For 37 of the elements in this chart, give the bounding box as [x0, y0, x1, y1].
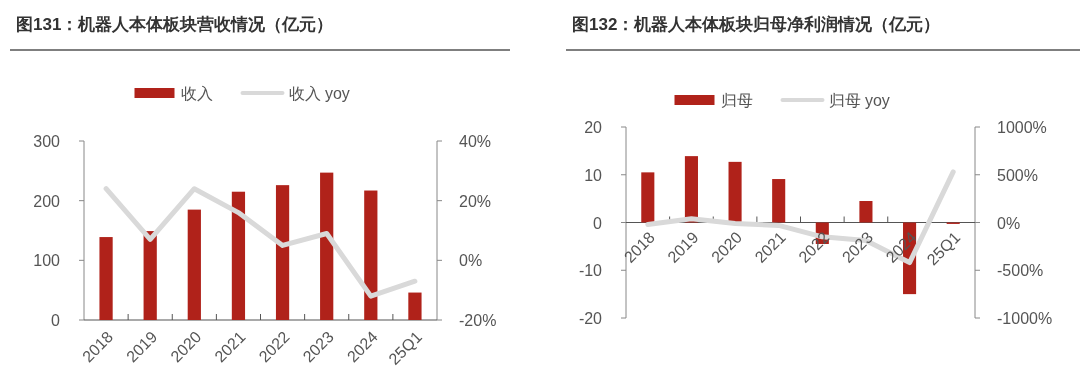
y-tick-label: -20 — [578, 310, 603, 327]
legend-label: 收入 — [180, 85, 213, 102]
y-tick-label: -10 — [578, 262, 603, 280]
legend-label: 归母 — [720, 92, 753, 109]
y-tick-label: 0 — [593, 214, 603, 232]
y2-tick-label: 500% — [997, 166, 1038, 184]
legend-label: 归母 yoy — [828, 92, 890, 109]
bar — [231, 191, 246, 320]
chart-title: 图132：机器人本体板块归母净利润情况（亿元） — [572, 15, 941, 34]
y2-tick-label: 0% — [459, 252, 483, 270]
y-tick-label: 100 — [33, 252, 61, 270]
bar — [275, 185, 290, 320]
bar — [143, 231, 157, 320]
legend-label: 收入 yoy — [288, 85, 350, 102]
y2-tick-label: 1000% — [997, 119, 1047, 136]
y2-tick-label: -20% — [459, 312, 497, 329]
bar — [364, 190, 378, 320]
y2-tick-label: -1000% — [997, 310, 1053, 327]
bar — [859, 201, 873, 223]
bar — [772, 179, 786, 223]
y2-tick-label: 40% — [459, 133, 492, 150]
y-tick-label: 200 — [33, 192, 61, 210]
bar — [99, 237, 113, 320]
bar — [187, 209, 201, 320]
y2-tick-label: -500% — [997, 262, 1044, 280]
y-tick-label: 0 — [51, 312, 61, 329]
y-tick-label: 20 — [584, 119, 603, 136]
bar — [684, 156, 698, 223]
bar — [408, 292, 422, 320]
bar — [320, 172, 334, 320]
y-tick-label: 10 — [584, 166, 603, 184]
y-tick-label: 300 — [33, 133, 61, 150]
bar — [641, 172, 655, 223]
bar — [728, 161, 742, 223]
y2-tick-label: 0% — [997, 214, 1021, 232]
y2-tick-label: 20% — [459, 192, 492, 210]
chart-title: 图131：机器人本体板块营收情况（亿元） — [16, 15, 334, 34]
